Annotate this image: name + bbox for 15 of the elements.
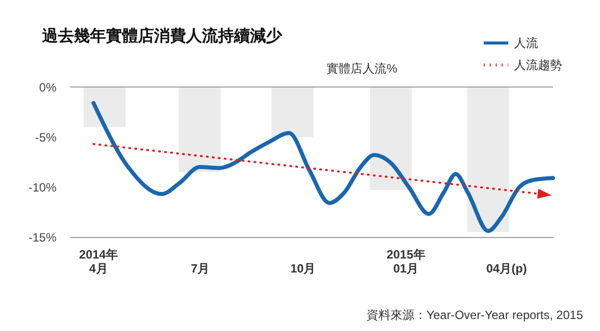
y-axis-title: 實體店人流%	[326, 62, 398, 76]
x-tick-label: 2015年 01月	[386, 248, 426, 276]
legend-label: 人流	[514, 36, 538, 50]
x-tick-label: 2014年 4月	[79, 248, 118, 276]
x-tick-label: 7月	[190, 262, 210, 276]
line-series	[91, 101, 555, 233]
y-tick-label: -10%	[28, 180, 57, 194]
y-tick-label: 0%	[39, 80, 57, 94]
chart-title: 過去幾年實體店消費人流持續減少	[41, 26, 283, 45]
legend-label: 人流趨勢	[514, 58, 562, 72]
x-tick-label: 04月(p)	[486, 262, 527, 276]
source-note: 資料來源：Year-Over-Year reports, 2015	[366, 308, 584, 322]
y-tick-label: -5%	[35, 130, 57, 144]
x-tick-label: 10月	[290, 262, 316, 276]
y-tick-label: -15%	[28, 230, 57, 244]
